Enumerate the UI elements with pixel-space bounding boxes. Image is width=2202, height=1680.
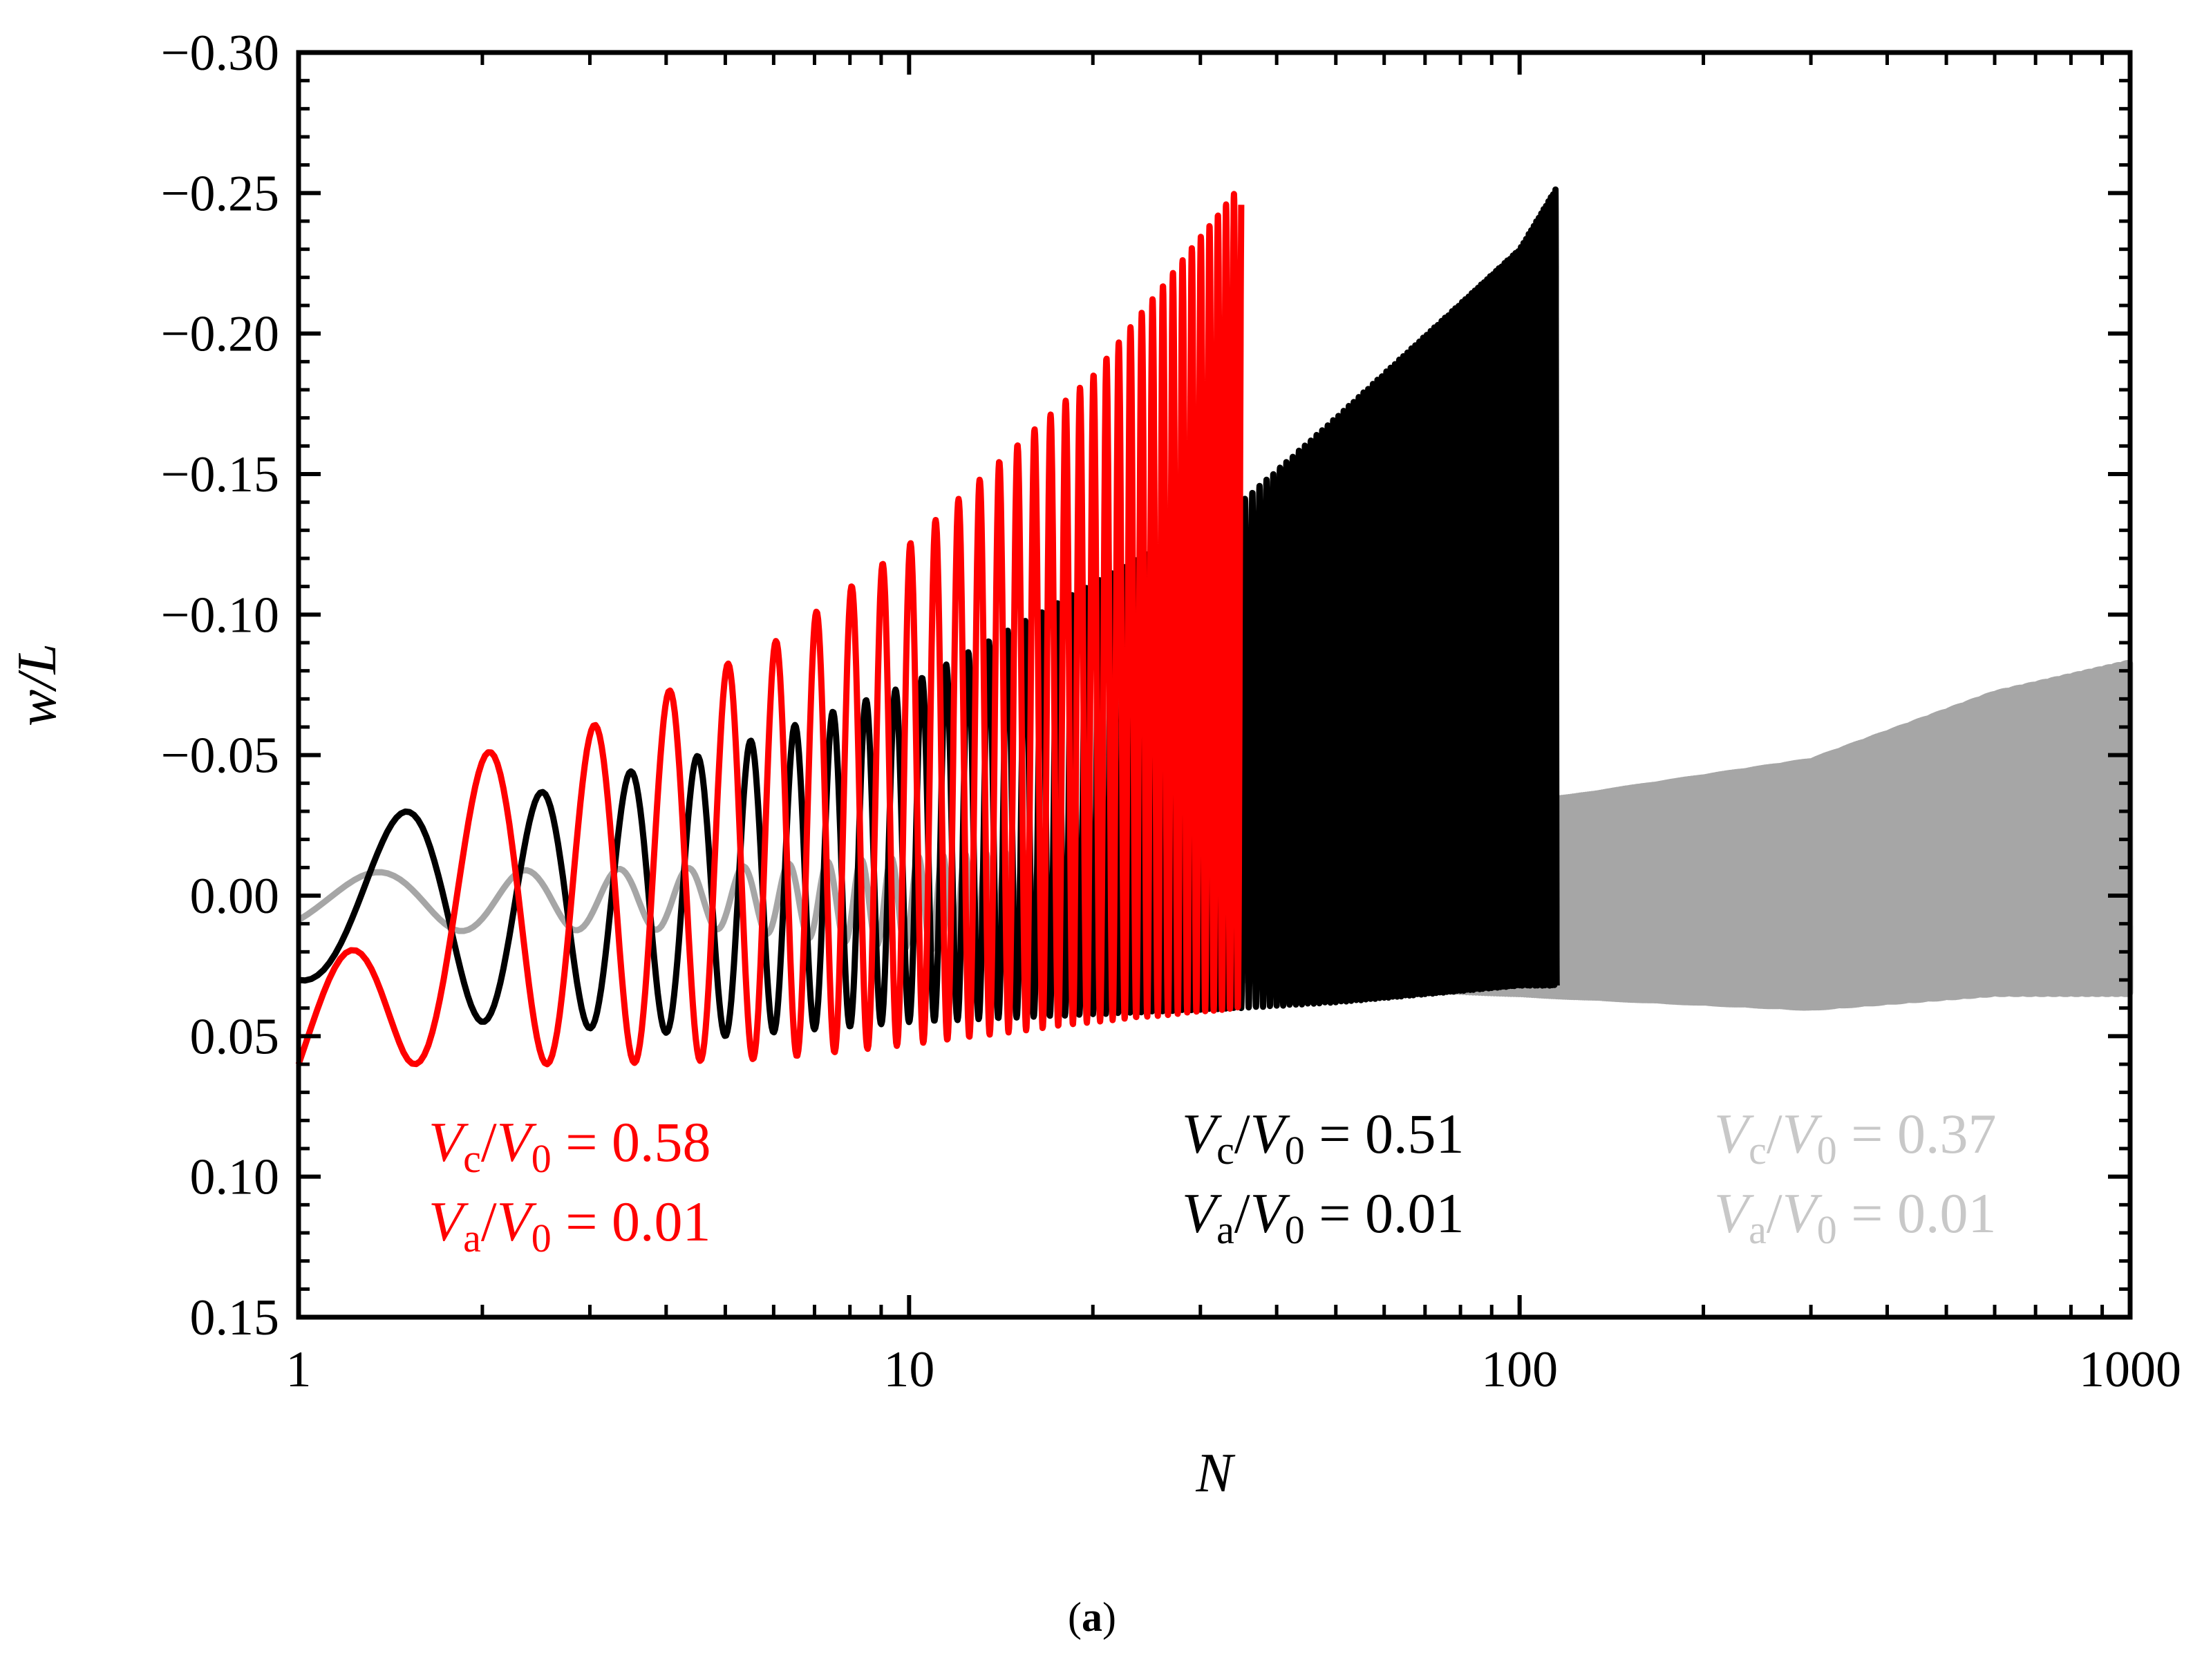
y-tick-label: 0.05 <box>190 1008 280 1065</box>
minor-ticks <box>299 50 2130 1319</box>
y-axis-ticks: −0.30 −0.25 −0.20 −0.15 −0.10 −0.05 0.00 0.05 0.… <box>161 25 2130 1346</box>
y-tick-label: 0.15 <box>190 1290 280 1346</box>
annotation-gray-line1: Vc/V0 = 0.37 <box>1714 1102 1996 1173</box>
x-tick-label: 10 <box>883 1341 934 1398</box>
y-tick-label: −0.25 <box>161 165 279 222</box>
annotation-black-line2: Va/V0 = 0.01 <box>1182 1182 1464 1252</box>
plot-frame <box>296 50 2133 1320</box>
figure-caption: (a) <box>1068 1594 1116 1640</box>
y-axis-title: w/L <box>7 643 68 726</box>
y-tick-label: 0.00 <box>190 868 280 925</box>
y-tick-label: 0.10 <box>190 1149 280 1206</box>
x-tick-label: 1 <box>286 1341 312 1398</box>
x-tick-label: 100 <box>1481 1341 1558 1398</box>
series-layer <box>295 186 2134 1068</box>
annotation-red-line1: Vc/V0 = 0.58 <box>429 1111 711 1181</box>
y-tick-label: −0.15 <box>161 446 279 503</box>
x-axis-ticks: 1 10 100 1000 <box>286 53 2181 1398</box>
annotation-gray-line2: Va/V0 = 0.01 <box>1714 1182 1996 1252</box>
x-tick-label: 1000 <box>2079 1341 2181 1398</box>
x-axis-title: N <box>1195 1443 1236 1504</box>
series-line <box>298 186 1560 1039</box>
y-tick-label: −0.20 <box>161 306 279 363</box>
y-tick-label: −0.05 <box>161 728 279 784</box>
annotation-black-line1: Vc/V0 = 0.51 <box>1182 1102 1464 1173</box>
annotation-red-line2: Va/V0 = 0.01 <box>429 1190 711 1261</box>
y-tick-label: −0.10 <box>161 587 279 643</box>
series-line <box>297 660 2134 1011</box>
y-tick-label: −0.30 <box>161 25 279 82</box>
series-line <box>295 191 1245 1068</box>
